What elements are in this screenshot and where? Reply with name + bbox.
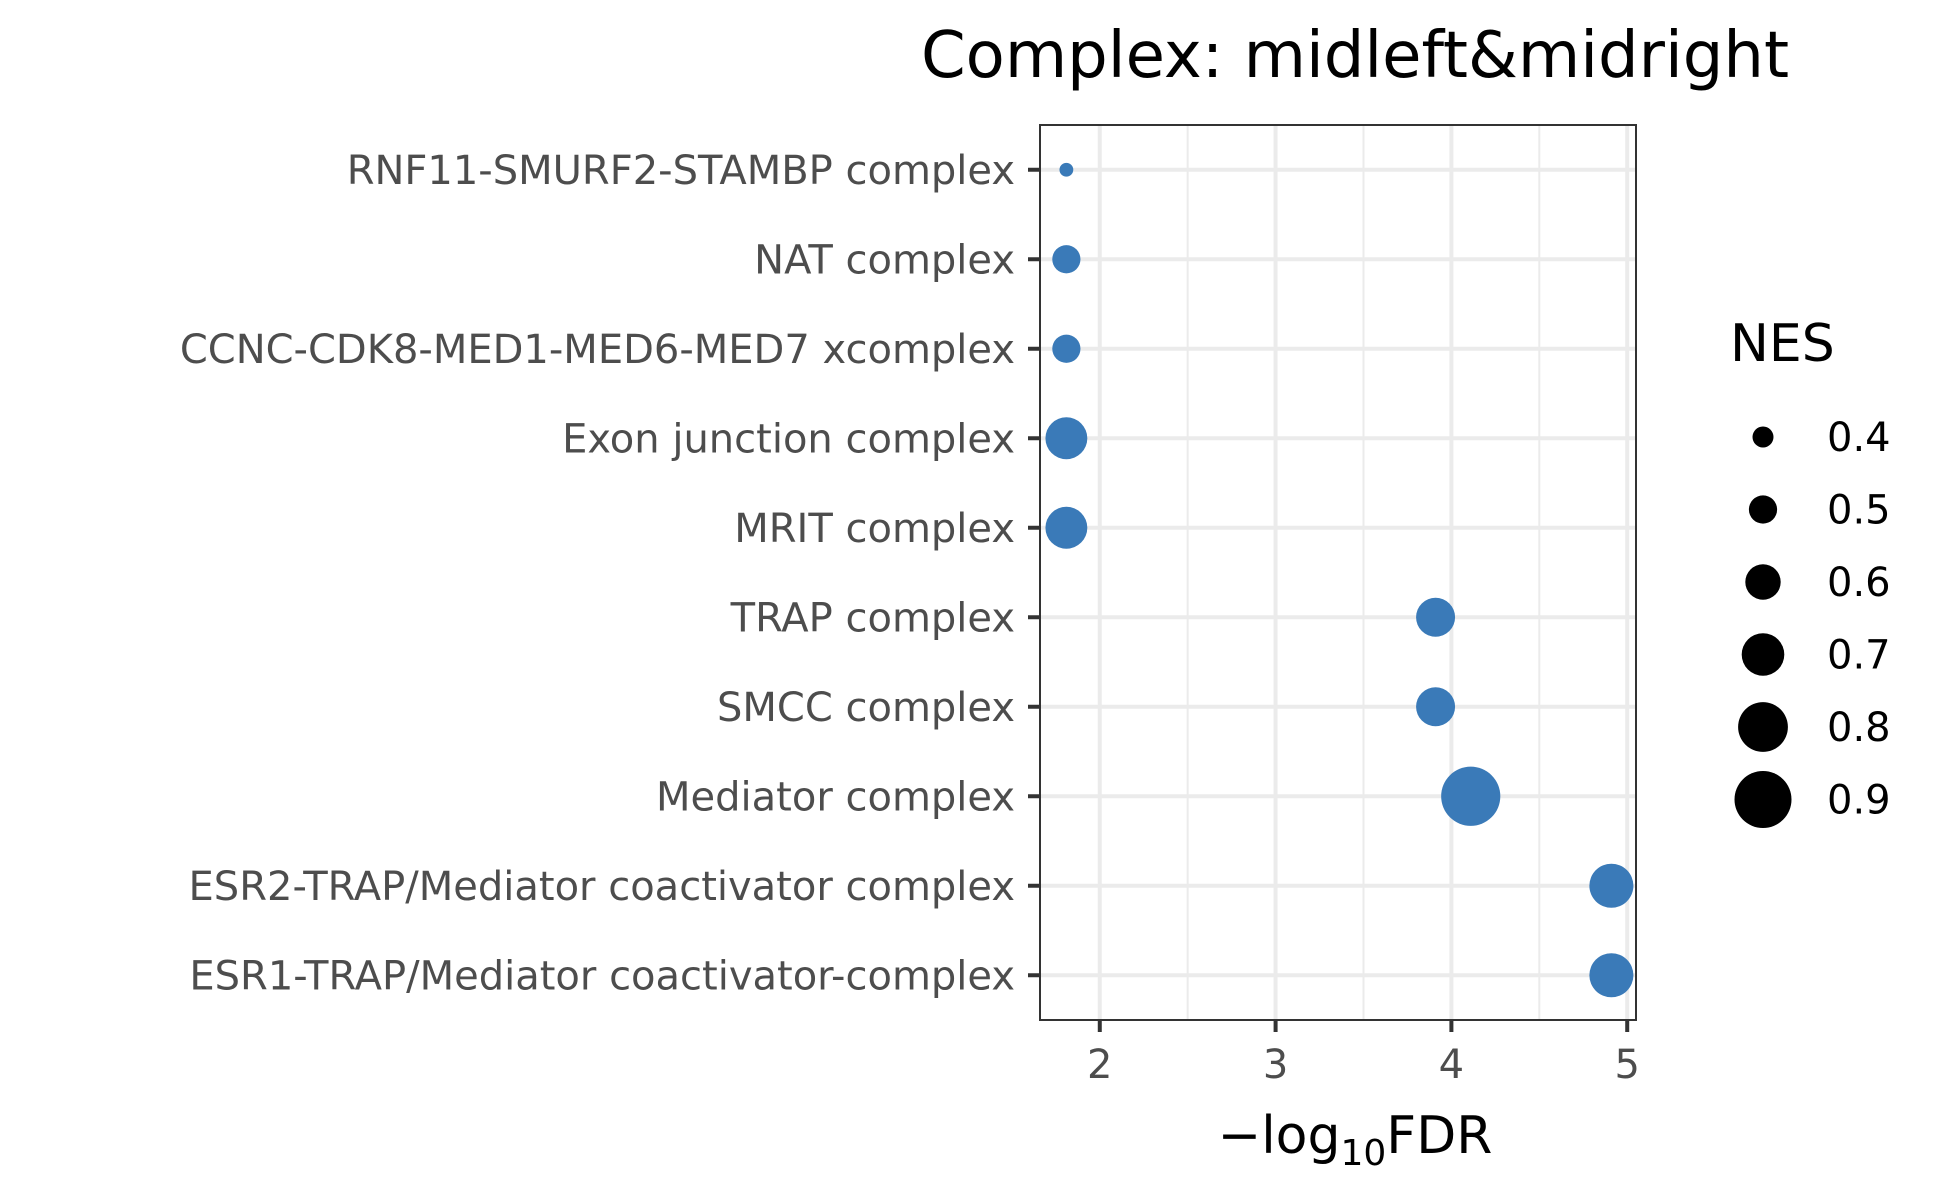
- grid-lines: [1040, 125, 1636, 1020]
- y-tick-label: ESR2-TRAP/Mediator coactivator complex: [189, 864, 1015, 910]
- plot-panel-border: [1039, 124, 1637, 1021]
- legend-key: [1741, 633, 1785, 676]
- y-tick-label: CCNC-CDK8-MED1-MED6-MED7 xcomplex: [180, 327, 1015, 373]
- data-point: [1052, 245, 1081, 274]
- x-axis-title-subscript: 10: [1340, 1133, 1386, 1174]
- y-tick-label: ESR1-TRAP/Mediator coactivator-complex: [189, 953, 1015, 999]
- x-axis: 2 3 4 5: [1087, 1020, 1640, 1088]
- legend-label: 0.6: [1827, 560, 1891, 606]
- data-point: [1045, 417, 1088, 460]
- legend-key: [1738, 702, 1788, 752]
- x-axis-title-prefix: −log: [1218, 1106, 1341, 1166]
- legend-key: [1734, 771, 1792, 828]
- data-point: [1045, 506, 1088, 549]
- data-point: [1441, 766, 1501, 826]
- y-tick-label: MRIT complex: [734, 506, 1015, 552]
- legend-label: 0.8: [1827, 705, 1891, 751]
- legend-key: [1752, 426, 1774, 448]
- y-tick-label: Exon junction complex: [562, 416, 1015, 462]
- legend-label: 0.5: [1827, 488, 1891, 534]
- data-point: [1416, 687, 1456, 727]
- chart-title: Complex: midleft&midright: [921, 19, 1789, 93]
- legend-label: 0.7: [1827, 633, 1891, 679]
- y-tick-label: SMCC complex: [717, 685, 1015, 731]
- data-point: [1416, 597, 1456, 637]
- data-points: [1045, 162, 1634, 998]
- y-axis: ESR1-TRAP/Mediator coactivator-complex ES…: [180, 148, 1040, 999]
- legend-key: [1748, 495, 1778, 524]
- y-tick-label: Mediator complex: [656, 774, 1015, 820]
- data-point: [1589, 953, 1634, 998]
- data-point: [1589, 863, 1634, 908]
- y-tick-label: NAT complex: [754, 237, 1015, 283]
- x-tick-label: 4: [1439, 1042, 1464, 1088]
- x-tick-label: 3: [1263, 1042, 1288, 1088]
- legend-label: 0.9: [1827, 778, 1891, 824]
- x-axis-title: −log10FDR: [1218, 1106, 1493, 1174]
- data-point: [1059, 162, 1074, 177]
- data-point: [1052, 334, 1081, 363]
- legend-key: [1745, 564, 1781, 600]
- x-axis-title-suffix: FDR: [1386, 1106, 1492, 1166]
- legend-label: 0.4: [1827, 415, 1891, 461]
- y-tick-label: RNF11-SMURF2-STAMBP complex: [347, 148, 1015, 194]
- legend: 0.4 0.5 0.6 0.7 0.8 0.9: [1734, 415, 1891, 828]
- plot-panel-background: [1040, 125, 1636, 1020]
- y-tick-label: TRAP complex: [730, 595, 1015, 641]
- x-tick-label: 2: [1087, 1042, 1112, 1088]
- x-tick-label: 5: [1614, 1042, 1639, 1088]
- legend-title: NES: [1730, 314, 1835, 374]
